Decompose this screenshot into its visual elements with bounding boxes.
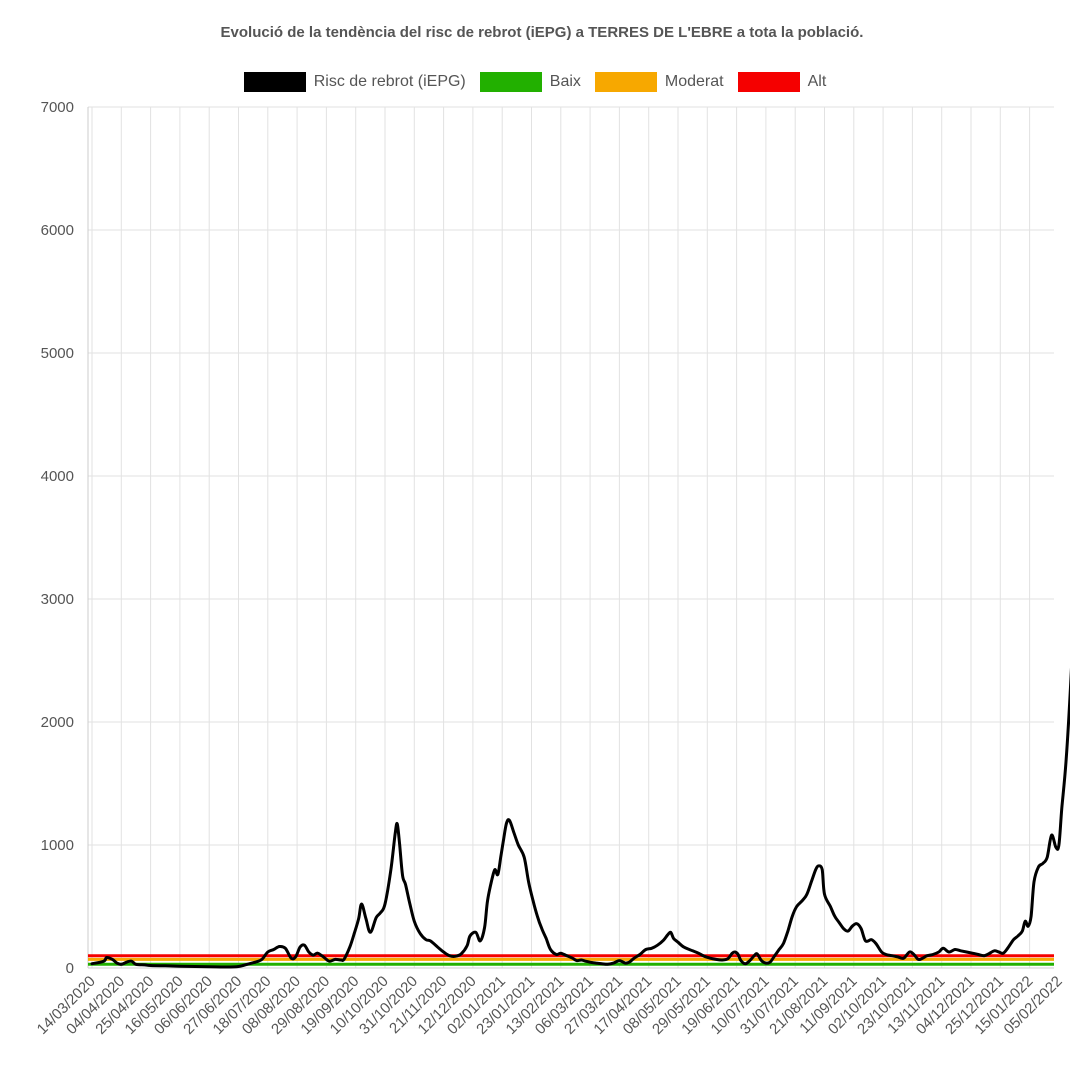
legend-label: Risc de rebrot (iEPG): [313, 73, 466, 90]
series-line-iepg: [90, 668, 1070, 969]
y-tick-label: 0: [66, 960, 74, 977]
x-axis-labels: 14/03/202004/04/202025/04/202016/05/2020…: [34, 973, 1066, 1038]
y-tick-label: 3000: [41, 591, 74, 608]
grid: [87, 106, 1054, 969]
legend-item[interactable]: Baix: [479, 72, 581, 92]
y-tick-label: 4000: [41, 468, 74, 485]
legend-swatch: [479, 72, 542, 92]
y-tick-label: 2000: [41, 714, 74, 731]
legend-swatch: [737, 72, 800, 92]
series-lines: [90, 668, 1070, 969]
legend-label: Baix: [549, 73, 581, 90]
y-tick-label: 7000: [41, 99, 74, 116]
legend-item[interactable]: Moderat: [594, 72, 724, 92]
legend-label: Alt: [807, 73, 827, 90]
legend-swatch: [594, 72, 657, 92]
legend-item[interactable]: Risc de rebrot (iEPG): [243, 72, 466, 92]
y-tick-label: 5000: [41, 345, 74, 362]
y-tick-label: 6000: [41, 222, 74, 239]
chart-title: Evolució de la tendència del risc de reb…: [220, 24, 864, 41]
y-axis-labels: 0 1000 2000 3000 4000 5000 6000 7000: [41, 99, 74, 977]
legend-label: Moderat: [664, 73, 724, 90]
legend: Risc de rebrot (iEPG) Baix Moderat Alt: [0, 72, 1070, 92]
y-tick-label: 1000: [41, 837, 74, 854]
legend-item[interactable]: Alt: [737, 72, 827, 92]
legend-swatch: [243, 72, 306, 92]
